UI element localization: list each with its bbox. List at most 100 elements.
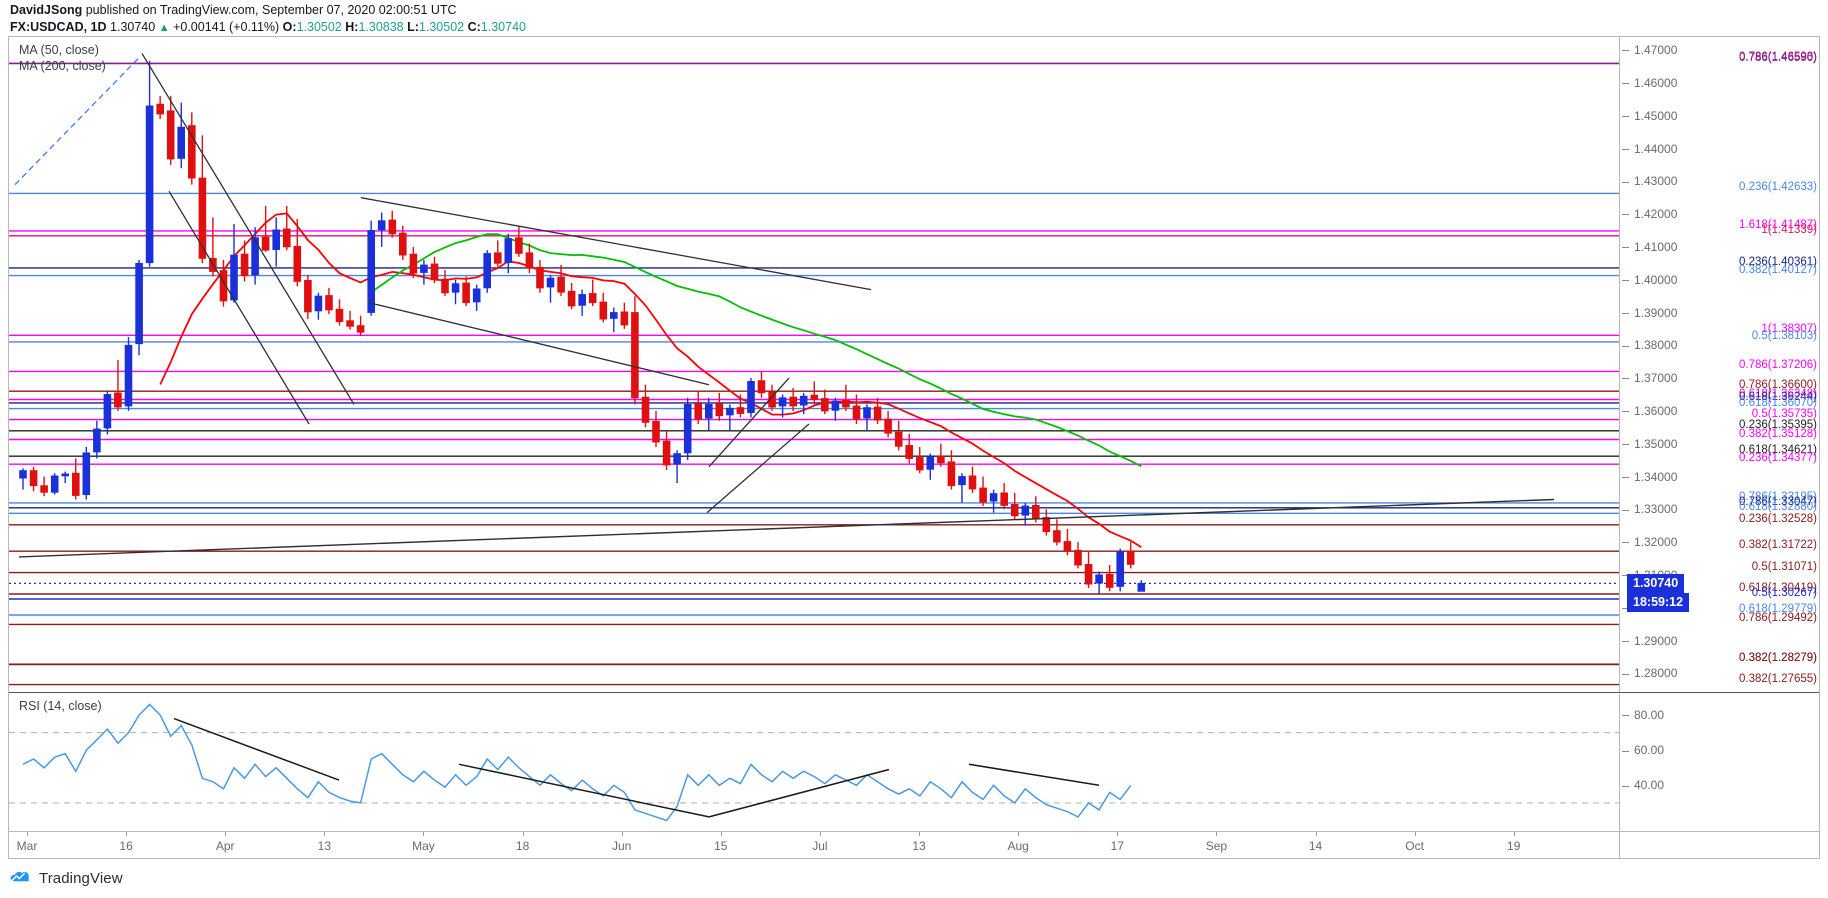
ma200-line: [370, 233, 1142, 468]
up-arrow-icon: ▲: [158, 22, 170, 34]
fib-level-label: 0.382(1.28279): [1738, 652, 1817, 665]
price-scale-tick: 1.43000: [1620, 175, 1677, 187]
rsi-plot-area[interactable]: [9, 694, 1619, 831]
price-canvas: [9, 53, 1619, 686]
candle-body: [451, 283, 460, 293]
candle-body: [620, 311, 629, 326]
rsi-scale[interactable]: 80.00 60.00 40.00: [1619, 694, 1819, 831]
candle-body: [1021, 505, 1030, 516]
high-value: 1.30838: [358, 20, 404, 34]
candle-body: [715, 403, 724, 417]
time-axis-label: 15: [714, 839, 728, 853]
candle-body: [557, 276, 565, 293]
candle-body: [894, 431, 903, 447]
publication-info: published on TradingView.com, September …: [82, 3, 457, 17]
time-axis-label: 16: [119, 839, 133, 853]
candle-body: [631, 312, 639, 399]
candle-body: [567, 290, 576, 307]
rsi-trend-line: [968, 763, 1100, 787]
rsi-scale-tick: 60.00: [1620, 744, 1664, 756]
candlestick-series: [19, 60, 1146, 595]
fib-level-label: 1(1.38307): [1761, 323, 1817, 336]
fib-level-label: 0.786(1.46598): [1738, 51, 1817, 64]
candle-body: [40, 485, 48, 493]
last-price: 1.30740: [110, 20, 156, 34]
ma50-line: [159, 212, 1142, 548]
candle-body: [747, 380, 755, 413]
candle-body: [884, 418, 892, 434]
candle-body: [1105, 573, 1114, 588]
candle-body: [1074, 549, 1082, 566]
candle-body: [409, 253, 418, 274]
candle-body: [989, 493, 998, 502]
candle-body: [304, 279, 312, 313]
candle-body: [1095, 574, 1103, 584]
rsi-trend-line: [173, 717, 340, 781]
fib-level-label: 0.786(1.33047): [1738, 495, 1817, 508]
tradingview-logo-icon: [10, 871, 29, 882]
candle-body: [821, 398, 829, 412]
fib-level-label: 0.786(1.33195): [1738, 490, 1817, 503]
fib-level-label: 0.786(1.37206): [1738, 359, 1817, 372]
price-scale-tick: 1.47000: [1620, 44, 1677, 56]
price-scale-tick: 1.41000: [1620, 241, 1677, 253]
time-axis-label: Sep: [1205, 839, 1228, 853]
candle-body: [546, 277, 555, 288]
trend-line: [706, 423, 810, 514]
fib-level-label: 0.382(1.35128): [1738, 427, 1817, 440]
trend-line: [18, 498, 1555, 558]
rsi-line: [22, 703, 1132, 822]
fib-level-label: 0.236(1.42633): [1738, 181, 1817, 194]
chart-header: DavidJSong published on TradingView.com,…: [0, 0, 1828, 36]
candle-body: [673, 453, 681, 465]
fib-level-label: 0.618(1.30419): [1738, 581, 1817, 594]
price-plot-area[interactable]: [9, 37, 1619, 692]
trend-line: [368, 302, 710, 386]
candle-body: [251, 237, 259, 276]
candle-body: [1126, 550, 1135, 565]
candle-body: [810, 394, 819, 400]
fib-level-label: 0.786(1.36600): [1738, 379, 1817, 392]
rsi-pane[interactable]: RSI (14, close) 80.00 60.00 40.00: [9, 694, 1819, 831]
candle-body: [662, 440, 671, 466]
candle-body: [683, 403, 692, 454]
time-axis[interactable]: Mar 16 Apr 13 May 18 Jun 15 Jul 13 Aug 17 Sep 14 Oct 19: [9, 831, 1819, 858]
fib-level-label: 0.618(1.34621): [1738, 444, 1817, 457]
trend-line: [141, 53, 355, 405]
candle-body: [462, 282, 470, 304]
time-axis-tick: [1414, 832, 1416, 836]
fib-level-label: 1.618(1.41487): [1738, 218, 1817, 231]
candle-body: [937, 455, 945, 464]
fib-level-label: 0.382(1.27655): [1738, 672, 1817, 685]
candle-body: [768, 391, 776, 408]
price-scale-tick: 1.35000: [1620, 438, 1677, 450]
time-axis-tick: [819, 832, 821, 836]
time-axis-label: 17: [1110, 839, 1124, 853]
bar-countdown-tag: 18:59:12: [1627, 593, 1690, 613]
price-scale-tick: 1.32000: [1620, 536, 1677, 548]
time-axis-label: Oct: [1405, 839, 1424, 853]
candle-body: [367, 230, 375, 313]
fib-level-label: 0.618(1.36070): [1738, 396, 1817, 409]
candle-body: [430, 263, 439, 281]
candle-body: [694, 403, 702, 420]
price-scale-tick: 1.38000: [1620, 339, 1677, 351]
time-axis-tick: [621, 832, 623, 836]
candle-body: [219, 270, 228, 302]
chart-frame[interactable]: MA (50, close) MA (200, close) 1.47000 1.…: [8, 36, 1820, 859]
candle-body: [757, 380, 766, 394]
price-pane[interactable]: MA (50, close) MA (200, close) 1.47000 1.…: [9, 37, 1819, 693]
candle-body: [1063, 541, 1072, 552]
candle-body: [282, 228, 291, 248]
candle-body: [325, 295, 333, 311]
time-axis-tick: [720, 832, 722, 836]
time-axis-label: 18: [515, 839, 530, 853]
candle-body: [1042, 517, 1051, 533]
candle-body: [1000, 492, 1008, 506]
candle-body: [778, 397, 787, 407]
symbol-quote-line: FX:USDCAD, 1D 1.30740 ▲ +0.00141 (+0.11%…: [10, 19, 1828, 36]
tradingview-brand-label: TradingView: [39, 869, 123, 887]
candle-body: [50, 475, 59, 493]
candle-body: [135, 262, 143, 345]
